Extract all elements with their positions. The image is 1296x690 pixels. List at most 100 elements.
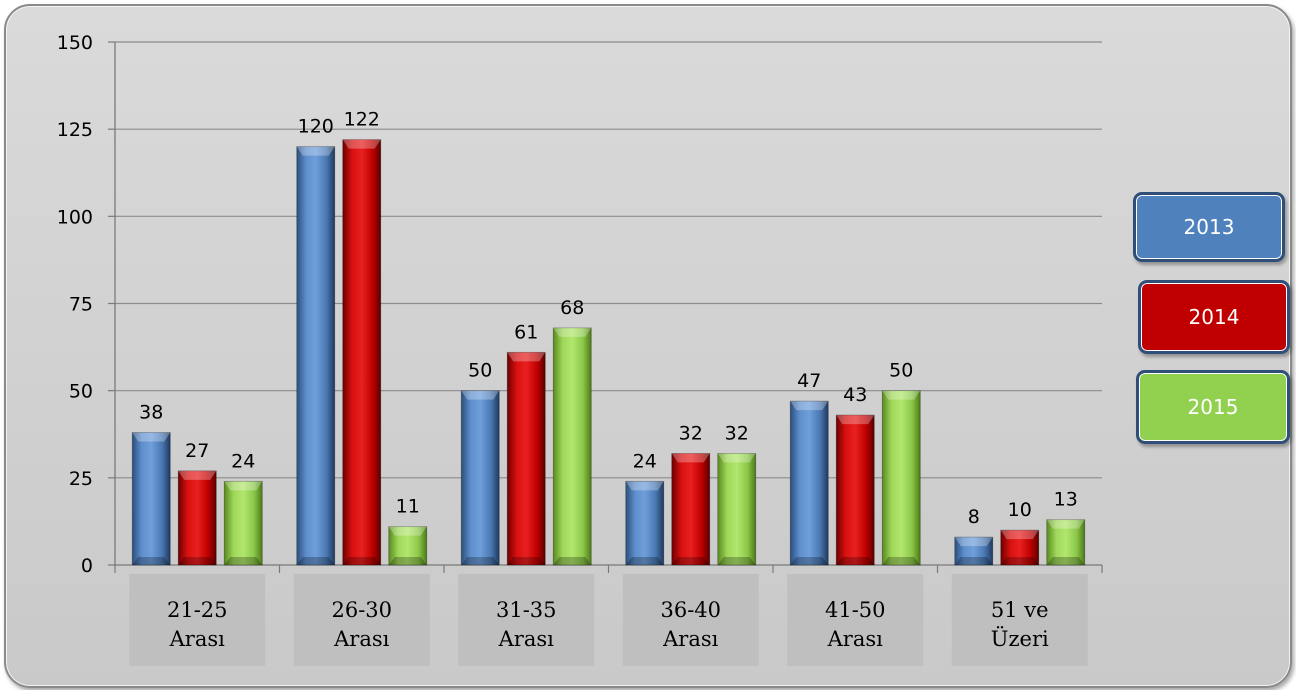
bar (1046, 519, 1086, 566)
bar-bevel-bottom (553, 557, 592, 565)
y-tick-label: 125 (57, 119, 93, 141)
bar (296, 146, 336, 566)
category-label: 21-25 (167, 598, 228, 622)
category-label: Üzeri (991, 626, 1049, 651)
legend-item-2014: 2014 (1138, 280, 1290, 354)
bar (625, 480, 665, 566)
bar-2015 (717, 453, 757, 566)
bar-bevel-top (954, 537, 993, 547)
bar-bevel-top (342, 139, 381, 149)
data-label: 32 (679, 422, 703, 444)
data-label: 50 (889, 360, 913, 382)
bar-bevel-top (625, 481, 664, 491)
bar (717, 453, 757, 566)
bar-bevel-top (790, 401, 829, 411)
bar-bevel-top (671, 453, 710, 463)
legend-item-2015: 2015 (1136, 370, 1290, 444)
legend-item-2013: 2013 (1133, 192, 1285, 262)
legend-label: 2013 (1183, 215, 1235, 239)
category-box (129, 574, 266, 666)
category-label: 26-30 (331, 598, 392, 622)
bar-bevel-bottom (342, 557, 381, 565)
bar-bevel-bottom (625, 557, 664, 565)
bar (506, 351, 546, 566)
bar (1000, 529, 1040, 566)
y-tick-label: 25 (69, 468, 93, 490)
bar-2014 (671, 453, 711, 566)
bar (342, 139, 382, 566)
data-label: 120 (298, 116, 334, 138)
axes: 0 25 50 75 100 125 150 (57, 32, 1103, 577)
bar-bevel-top (1000, 530, 1039, 540)
gridlines (115, 41, 1102, 479)
bar-2015 (223, 480, 263, 566)
data-label: 8 (968, 506, 980, 528)
bar (177, 470, 217, 566)
bar-bevel-top (882, 390, 921, 400)
bar-2015 (388, 526, 428, 566)
category-label: Arası (827, 627, 884, 651)
category-label: Arası (662, 627, 719, 651)
y-tick-label: 50 (69, 381, 93, 403)
bar-2013 (625, 480, 665, 566)
bar-bevel-bottom (461, 557, 500, 565)
legend-label: 2014 (1188, 305, 1240, 329)
data-label: 43 (843, 384, 867, 406)
category-box (951, 574, 1088, 666)
y-tick-label: 150 (57, 32, 93, 54)
data-label: 32 (725, 422, 749, 444)
category-labels: 21-25 Arası 26-30 Arası 31-35 Arası 36-40 Arası… (129, 574, 1088, 666)
bar-bevel-bottom (224, 557, 263, 565)
bar-bevel-top (178, 470, 217, 480)
data-label: 24 (231, 450, 255, 472)
bar-bevel-top (224, 481, 263, 491)
category-label: 51 ve (991, 598, 1049, 622)
bar-bevel-bottom (954, 557, 993, 565)
bar-bevel-top (717, 453, 756, 463)
legend-label: 2015 (1187, 395, 1239, 419)
y-tick-label: 75 (69, 294, 93, 316)
bar (954, 536, 994, 566)
category-box (787, 574, 924, 666)
bar-bevel-bottom (1046, 557, 1085, 565)
category-label: 36-40 (660, 598, 721, 622)
category-box (622, 574, 759, 666)
bar-bevel-bottom (790, 557, 829, 565)
bar (835, 414, 875, 566)
bar-bevel-top (132, 432, 171, 442)
data-label: 13 (1054, 489, 1078, 511)
bar-2015 (881, 390, 921, 566)
bar (131, 432, 171, 566)
y-tick-label: 0 (81, 555, 93, 577)
bar-bevel-top (836, 415, 875, 425)
bar-bevel-top (388, 526, 427, 536)
bar-2013 (296, 146, 336, 566)
bar-bevel-bottom (296, 557, 335, 565)
bar (789, 400, 829, 566)
category-label: 31-35 (496, 598, 557, 622)
bar-2014 (342, 139, 382, 566)
bar (388, 526, 428, 566)
category-box (458, 574, 595, 666)
bar-bevel-bottom (178, 557, 217, 565)
data-label: 50 (468, 360, 492, 382)
bar-bevel-bottom (717, 557, 756, 565)
bar-bevel-top (461, 390, 500, 400)
bar-2013 (789, 400, 829, 566)
bar-2014 (1000, 529, 1040, 566)
category-label: Arası (498, 627, 555, 651)
bar-bevel-bottom (388, 557, 427, 565)
bar-bevel-bottom (132, 557, 171, 565)
data-label: 27 (185, 440, 209, 462)
bar-bevel-bottom (671, 557, 710, 565)
data-label: 10 (1008, 499, 1032, 521)
category-label: Arası (169, 627, 226, 651)
bars (131, 139, 1086, 566)
bar-bevel-top (507, 352, 546, 362)
data-label: 47 (797, 370, 821, 392)
data-label: 11 (396, 496, 420, 518)
bar (460, 390, 500, 566)
bar-bevel-bottom (836, 557, 875, 565)
bar-2015 (552, 327, 592, 566)
